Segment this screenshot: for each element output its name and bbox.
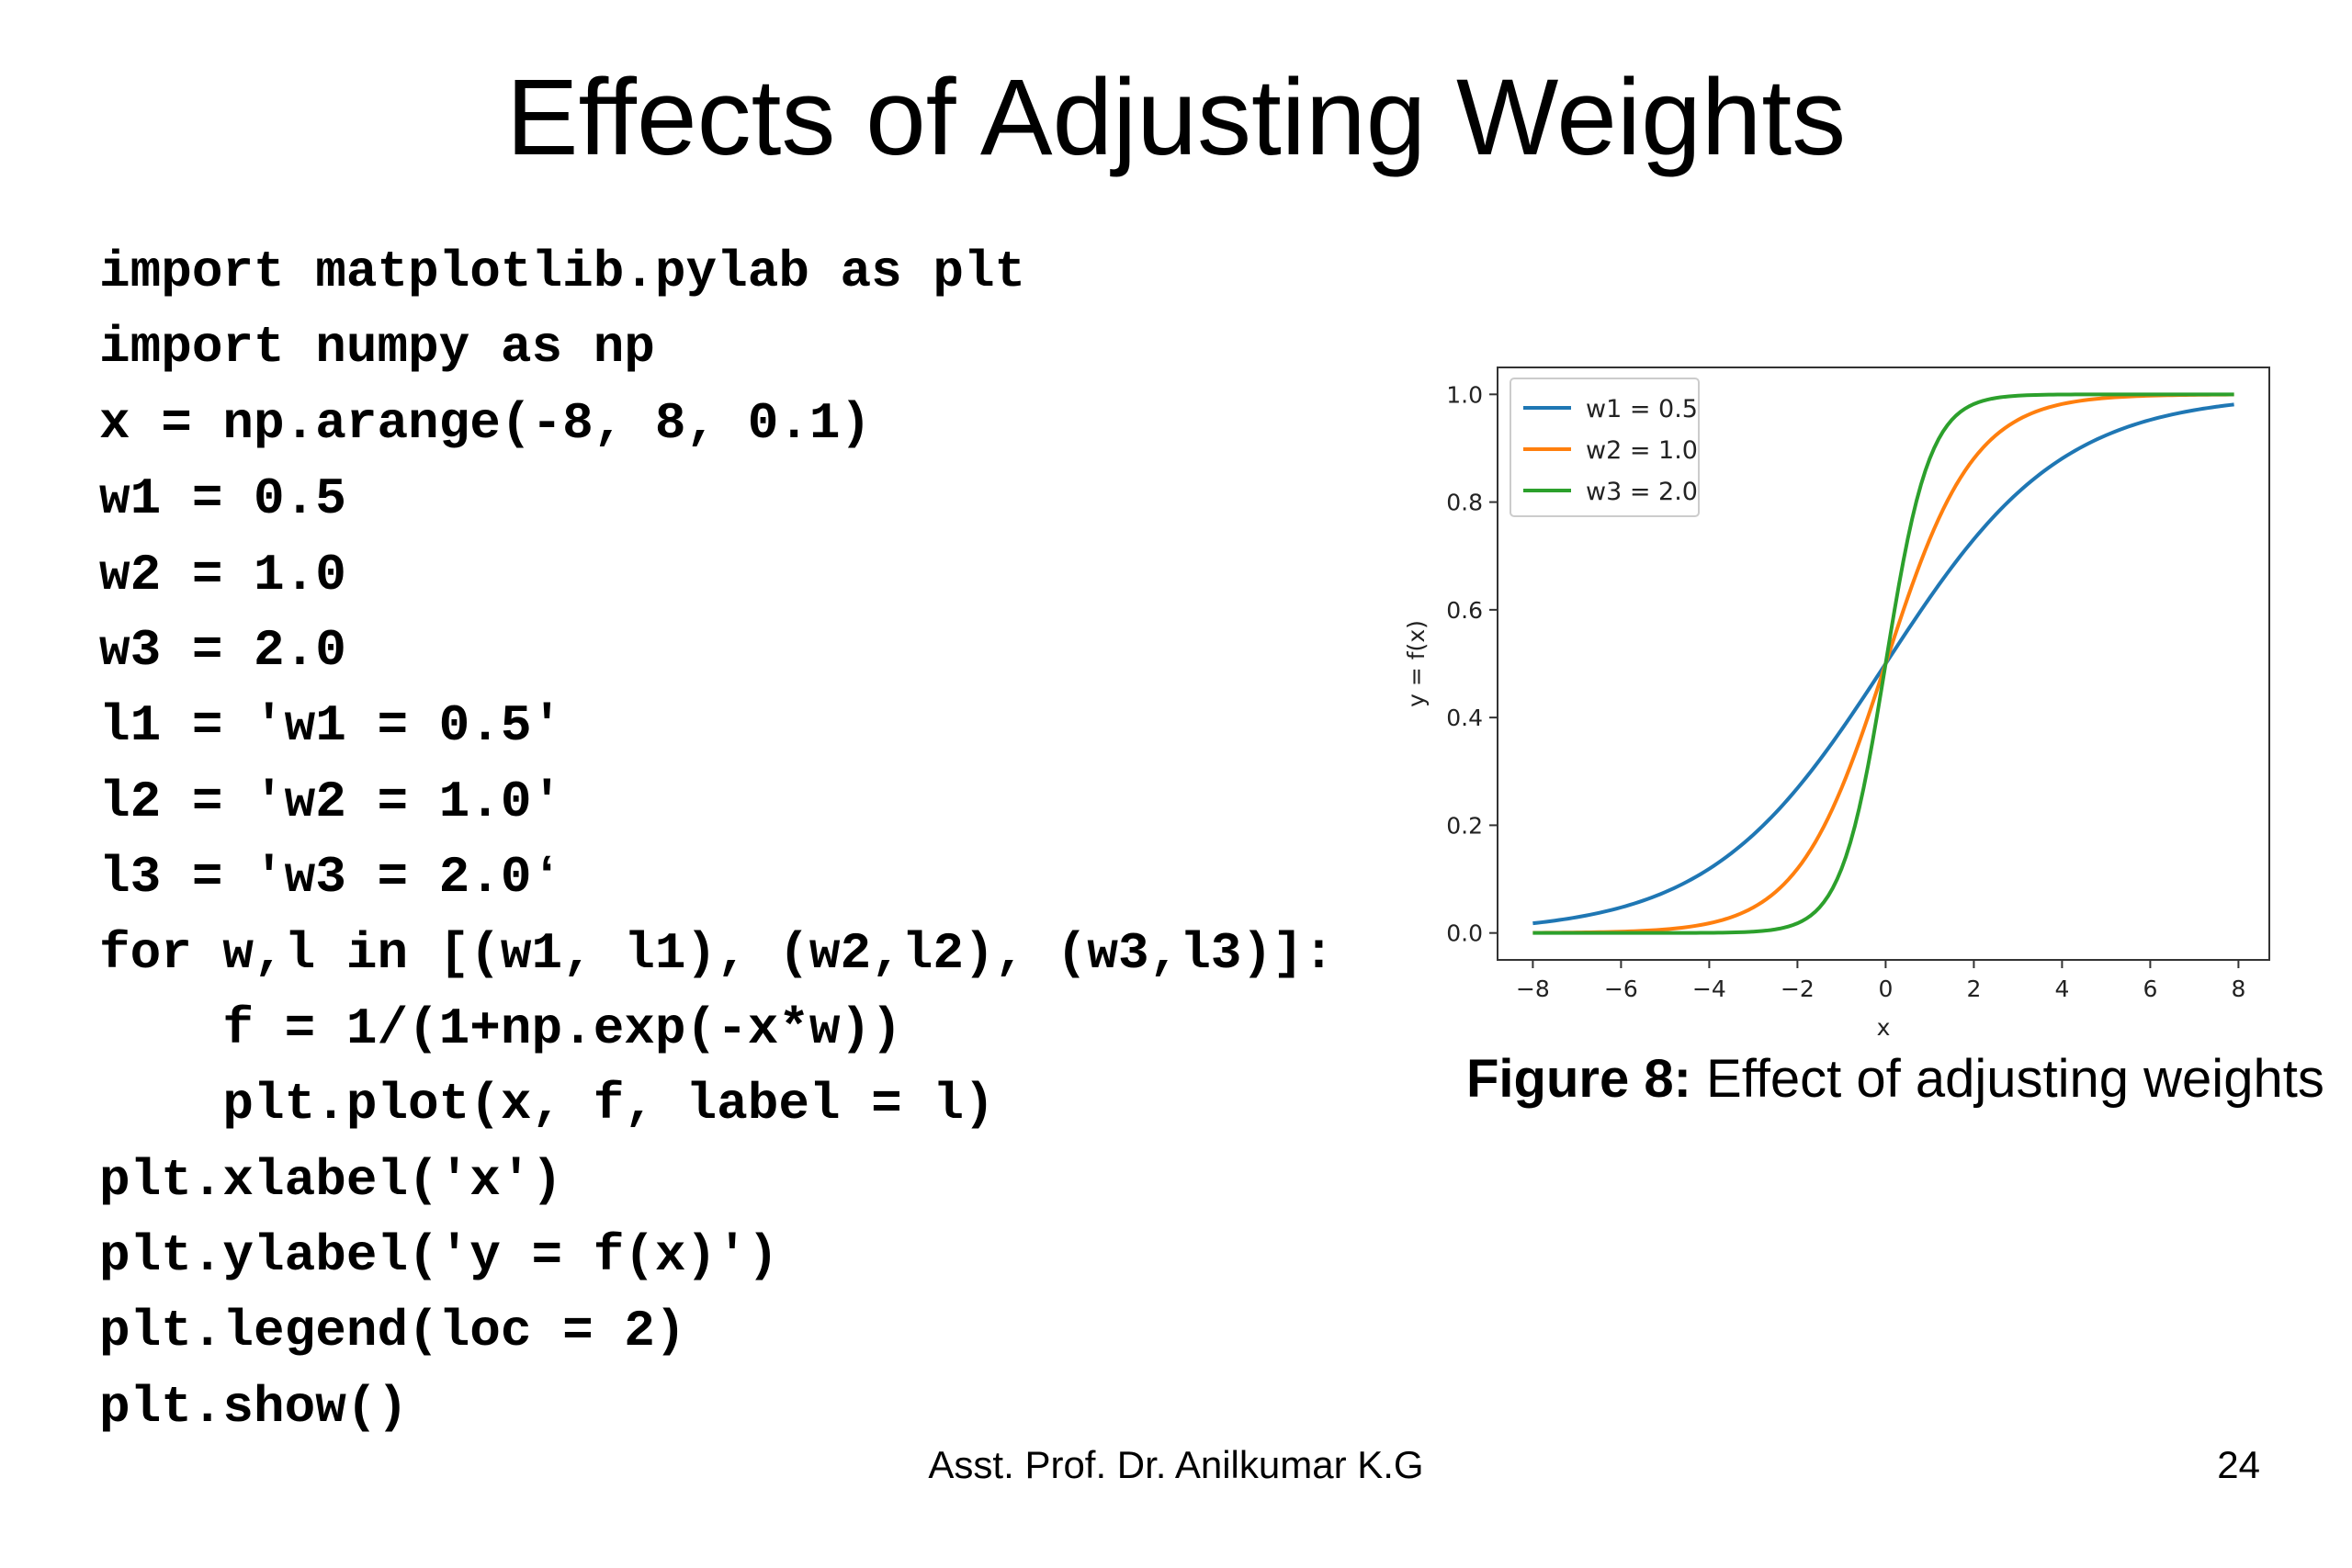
- code-line: plt.xlabel('x'): [99, 1150, 563, 1210]
- x-tick-label: −4: [1692, 976, 1726, 1002]
- y-axis-label: y = f(x): [1403, 620, 1430, 707]
- y-tick-label: 0.6: [1446, 597, 1483, 624]
- legend-label: w1 = 0.5: [1586, 395, 1698, 423]
- page-number: 24: [2217, 1443, 2260, 1486]
- series-line-w3-2-0: [1532, 392, 2234, 935]
- legend-label: w2 = 1.0: [1586, 436, 1698, 465]
- slide-title: Effects of Adjusting Weights: [505, 57, 1847, 178]
- code-line: import matplotlib.pylab as plt: [99, 243, 1026, 301]
- code-line: w2 = 1.0: [99, 545, 346, 604]
- x-tick-label: −8: [1516, 976, 1550, 1002]
- y-tick-label: 1.0: [1446, 381, 1483, 408]
- x-tick-label: −6: [1604, 976, 1638, 1002]
- sigmoid-chart: −8 −6 −4 −2 0 2 4 6 8 0.0 0.2 0.4 0.6 0.8 1.0 x y = f(x)…: [1387, 349, 2288, 1066]
- code-line: import numpy as np: [99, 318, 655, 378]
- x-tick-label: 4: [2054, 976, 2069, 1002]
- x-tick-label: 2: [1966, 976, 1981, 1002]
- footer-author: Asst. Prof. Dr. Anilkumar K.G: [928, 1443, 1424, 1486]
- code-line: plt.ylabel('y = f(x)'): [99, 1226, 779, 1286]
- code-line: l1 = 'w1 = 0.5': [99, 696, 563, 756]
- code-line: w3 = 2.0: [99, 620, 346, 680]
- x-axis-label: x: [1877, 1014, 1891, 1041]
- legend-box: [1510, 378, 1700, 517]
- x-tick-label: 0: [1878, 976, 1893, 1002]
- chart-svg: −8 −6 −4 −2 0 2 4 6 8 0.0 0.2 0.4 0.6 0.8 1.0 x y = f(x)…: [1403, 367, 2270, 1041]
- code-line: for w,l in [(w1, l1), (w2,l2), (w3,l3)]:: [99, 923, 1335, 983]
- x-tick-label: 8: [2231, 976, 2245, 1002]
- x-tick-label: 6: [2143, 976, 2157, 1002]
- y-tick-label: 0.4: [1446, 705, 1483, 731]
- code-line: plt.plot(x, f, label = l): [99, 1075, 995, 1134]
- y-tick-label: 0.0: [1446, 920, 1483, 947]
- code-line: plt.show(): [99, 1377, 409, 1437]
- plot-frame: [1497, 367, 2270, 961]
- legend-label: w3 = 2.0: [1586, 478, 1698, 506]
- code-block: import matplotlib.pylab as plt import nu…: [99, 234, 1404, 1445]
- code-line: f = 1/(1+np.exp(-x*w)): [99, 998, 902, 1058]
- code-line: w1 = 0.5: [99, 469, 346, 529]
- figure-caption: Figure 8: Effect of adjusting weights: [1466, 1047, 2324, 1111]
- figure-caption-text: Effect of adjusting weights: [1706, 1049, 2324, 1109]
- code-line: plt.legend(loc = 2): [99, 1302, 686, 1361]
- y-tick-label: 0.8: [1446, 490, 1483, 516]
- x-tick-label: −2: [1781, 976, 1815, 1002]
- code-line: l2 = 'w2 = 1.0': [99, 772, 563, 831]
- code-line: l3 = 'w3 = 2.0ʻ: [99, 848, 563, 908]
- code-line: x = np.arange(-8, 8, 0.1): [99, 393, 872, 453]
- figure-label: Figure 8:: [1466, 1049, 1691, 1109]
- y-tick-label: 0.2: [1446, 812, 1483, 839]
